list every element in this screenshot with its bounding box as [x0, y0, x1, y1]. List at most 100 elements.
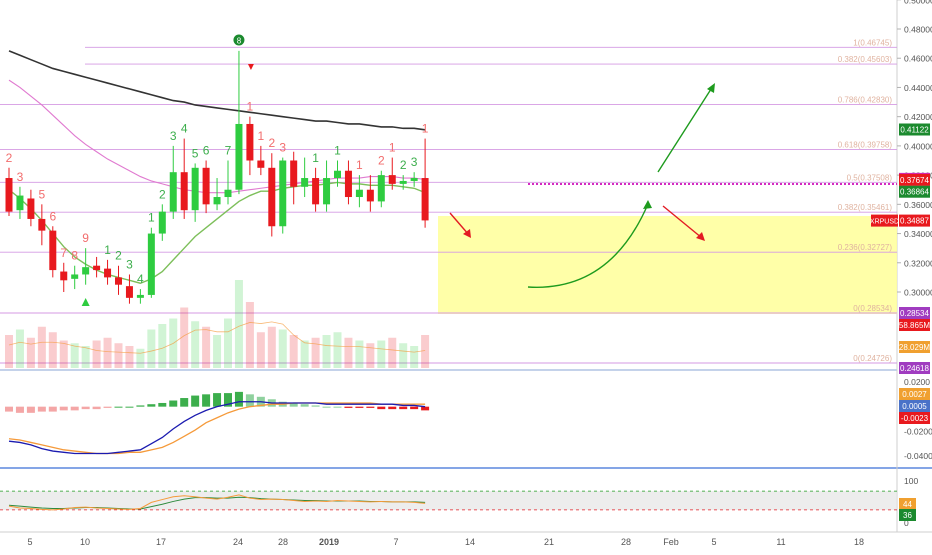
macd-histogram-bar	[191, 395, 200, 407]
candle-body	[191, 167, 199, 211]
macd-histogram-bar	[92, 406, 101, 410]
candle-body	[82, 267, 90, 275]
volume-bar	[366, 343, 375, 368]
rsi-badge-label: 44	[903, 500, 912, 509]
forecast-drawings[interactable]	[449, 83, 715, 288]
macd-tick-label: 0.0200	[904, 377, 930, 387]
td-count-label: 3	[170, 129, 177, 143]
time-tick-label: 18	[854, 537, 864, 547]
macd-tick-label: -0.0200	[904, 426, 932, 436]
td-count-label: 3	[411, 155, 418, 169]
volume-bar	[70, 343, 79, 368]
volume-bar	[37, 326, 46, 368]
candle-body	[366, 189, 374, 202]
candle-body	[355, 189, 363, 198]
fib-label: 0.382(0.35461)	[838, 203, 893, 212]
green-straight-arrowhead	[707, 83, 715, 93]
td-count-label: 4	[137, 272, 144, 286]
fib-label: 0.5(0.37508)	[847, 173, 893, 182]
candle-body	[158, 211, 166, 234]
time-tick-label: 24	[233, 537, 243, 547]
volume-bar	[421, 335, 430, 368]
volume-badge-label: 0.24618	[900, 364, 929, 373]
price-tick-label: 0.42000	[904, 112, 932, 122]
macd-badge	[899, 388, 930, 400]
td-count-label: 2	[378, 154, 385, 168]
green-curve-arrow[interactable]	[527, 203, 649, 288]
price-tick-label: 0.40000	[904, 141, 932, 151]
candle-body	[27, 198, 35, 219]
td-count-label: 3	[126, 257, 133, 271]
rsi-badge-label: 36	[903, 511, 912, 520]
volume-bar	[355, 340, 364, 368]
candle-body	[125, 286, 133, 298]
volume-bars	[5, 280, 430, 368]
symbol-tag	[871, 214, 898, 227]
td-count-label: 1	[104, 243, 111, 257]
price-badge-label: 0.34887	[900, 217, 929, 226]
macd-badge	[899, 412, 930, 424]
macd-histogram-bar	[410, 406, 419, 410]
macd-histogram-bar	[300, 404, 309, 407]
ma200-line	[8, 50, 426, 131]
time-tick-label: 7	[393, 537, 398, 547]
volume-bar	[114, 343, 123, 368]
macd-histogram-bar	[399, 406, 408, 410]
price-axis[interactable]: 0.50000 0.48000 0.46000 0.44000 0.42000 0.400…	[897, 0, 932, 298]
td-count-label: 1	[422, 122, 429, 136]
rsi-pane[interactable]: 100 0 44 36	[0, 476, 918, 528]
candle-body	[16, 195, 24, 211]
volume-bar	[377, 340, 386, 368]
candle-body	[246, 123, 254, 161]
macd-histogram-bar	[224, 393, 232, 407]
candlesticks[interactable]	[5, 50, 429, 304]
macd-histogram-bar	[15, 406, 24, 413]
volume-bar	[202, 326, 211, 368]
volume-bar	[180, 307, 189, 368]
time-axis[interactable]: 5 10 17 24 28 2019 7 14 21 28 Feb 5 11 18	[27, 537, 864, 547]
price-tick-label: 0.30000	[904, 288, 932, 298]
macd-histogram-bar	[289, 402, 298, 407]
red-arrow-long[interactable]	[662, 205, 703, 239]
time-tick-label: 10	[80, 537, 90, 547]
macd-line	[8, 401, 426, 455]
rsi-tick-label: 100	[904, 476, 918, 486]
price-tick-label: 0.46000	[904, 54, 932, 64]
red-arrow-short[interactable]	[449, 212, 470, 236]
macd-pane[interactable]: 0.02000.0000-0.0200-0.04000.00270.0005-0…	[5, 377, 932, 461]
price-badge	[899, 214, 930, 227]
price-tick-label: 0.48000	[904, 25, 932, 35]
macd-signal-line	[8, 402, 426, 455]
green-straight-arrow[interactable]	[657, 85, 714, 173]
volume-bar	[48, 332, 57, 368]
volume-bar	[410, 346, 419, 368]
candle-body	[290, 160, 298, 187]
price-badge	[899, 123, 930, 136]
candle-body	[334, 170, 341, 179]
volume-bar	[136, 348, 145, 368]
volume-badge-label: 58.865M	[899, 321, 930, 330]
macd-histogram-bar	[5, 406, 13, 412]
td-count-label: 7	[60, 246, 67, 260]
rsi-badge	[899, 498, 916, 510]
candle-body	[60, 271, 68, 281]
fib-label: 0.786(0.42830)	[838, 96, 893, 105]
volume-bar	[256, 332, 265, 368]
price-tick-label: 0.50000	[904, 0, 932, 5]
macd-histogram-bar	[180, 398, 189, 407]
volume-badge	[899, 362, 930, 374]
price-badge	[899, 185, 930, 198]
td-count-label: 1	[356, 158, 363, 172]
price-badge	[899, 173, 930, 186]
volume-bar	[278, 329, 287, 368]
macd-histogram-bar	[388, 406, 397, 410]
td-count-label: 3	[279, 141, 286, 155]
td-count-label: 1	[258, 129, 265, 143]
volume-bar	[322, 335, 331, 368]
candle-body	[301, 178, 309, 187]
macd-histogram-bar	[103, 406, 112, 408]
macd-histogram-bar	[202, 394, 211, 407]
target-zone[interactable]	[438, 216, 897, 314]
